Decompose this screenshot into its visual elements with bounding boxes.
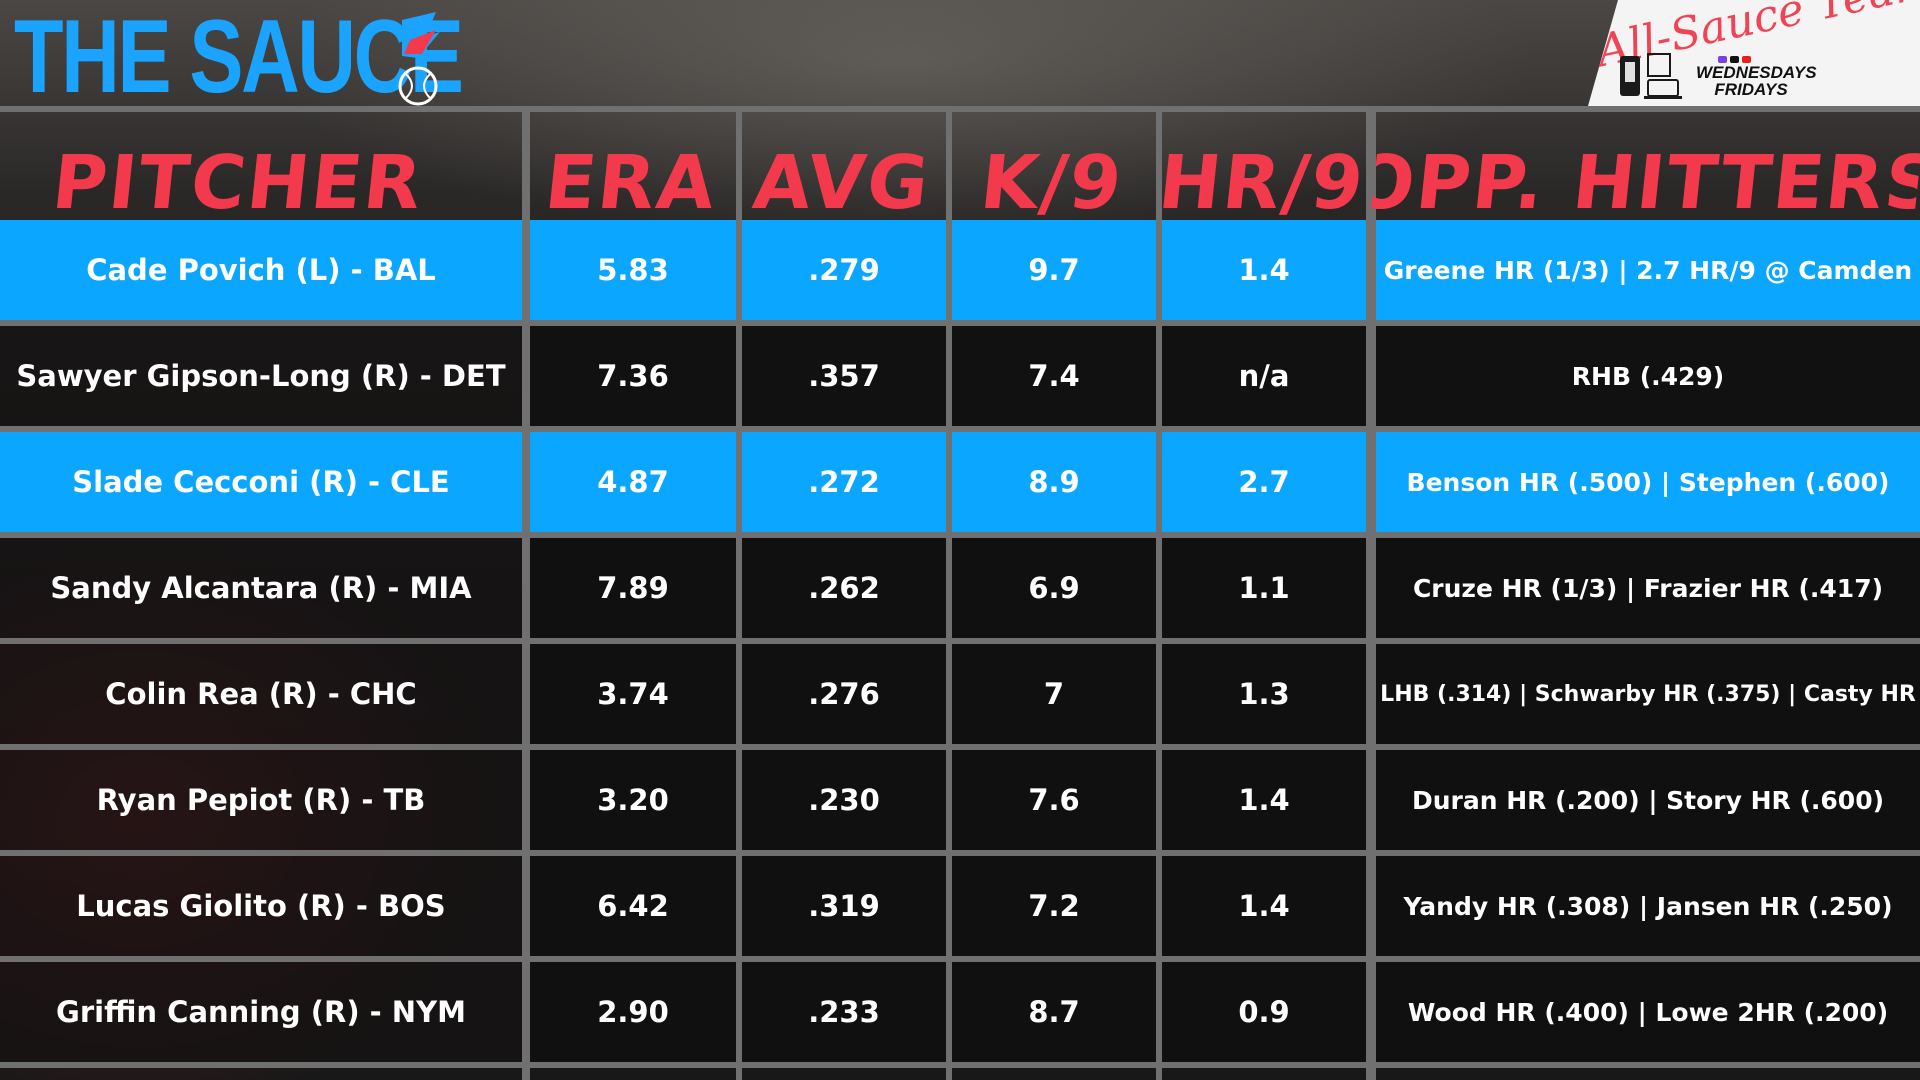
- cell-hr9: 1.4: [1162, 750, 1366, 850]
- header-opp-hitters: OPP. HITTERS: [1370, 140, 1920, 220]
- all-sauce-team-badge: All-Sauce Team WEDNESDAYS FRIDAYS: [1588, 0, 1920, 106]
- cell-era: 5.83: [530, 220, 736, 320]
- cell-k9: 6.9: [952, 538, 1156, 638]
- cell-opp: Duran HR (.200) | Story HR (.600): [1376, 750, 1920, 850]
- cell-pitcher: Ryan Pepiot (R) - TB: [0, 750, 522, 850]
- row-divider: [0, 532, 1920, 538]
- column-divider: [1366, 106, 1376, 1080]
- youtube-icon: [1742, 56, 1751, 63]
- baseball-icon: [398, 12, 440, 106]
- header-k9: K/9: [976, 140, 1128, 220]
- cell-avg: .262: [742, 538, 946, 638]
- header-era: ERA: [540, 140, 721, 220]
- brand-logo: THE SAUCE: [14, 4, 514, 110]
- cell-hr9: 0.9: [1162, 962, 1366, 1062]
- cell-opp: Greene HR (1/3) | 2.7 HR/9 @ Camden: [1376, 220, 1920, 320]
- cell-hr9: 1.4: [1162, 220, 1366, 320]
- cell-k9: 7.6: [952, 750, 1156, 850]
- cell-k9: 8.7: [952, 962, 1156, 1062]
- cell-k9: 9.7: [952, 220, 1156, 320]
- cell-era: 4.87: [530, 432, 736, 532]
- top-border: [0, 106, 1920, 112]
- column-divider: [1156, 106, 1162, 1080]
- cell-era: 6.42: [530, 856, 736, 956]
- cell-k9: 7.2: [952, 856, 1156, 956]
- table-row: Cade Povich (L) - BAL 5.83.279 9.7 1.4 Green…: [0, 220, 1920, 320]
- header-hr9: HR/9: [1156, 140, 1370, 220]
- cell-opp: Wood HR (.400) | Lowe 2HR (.200): [1376, 962, 1920, 1062]
- cell-avg: .279: [742, 220, 946, 320]
- cell-avg: .319: [742, 856, 946, 956]
- cell-era: 7.36: [530, 326, 736, 426]
- table-row: Ryan Pepiot (R) - TB 3.20.230 7.6 1.4 Duran …: [0, 750, 1920, 850]
- cell-hr9: n/a: [1162, 326, 1366, 426]
- cell-era: 3.20: [530, 750, 736, 850]
- cell-avg: .357: [742, 326, 946, 426]
- cell-pitcher: Lucas Giolito (R) - BOS: [0, 856, 522, 956]
- cell-avg: .276: [742, 644, 946, 744]
- table-row: Lucas Giolito (R) - BOS 6.42.319 7.2 1.4 Yan…: [0, 856, 1920, 956]
- row-divider: [0, 320, 1920, 326]
- row-divider: [0, 850, 1920, 856]
- row-divider: [0, 1062, 1920, 1068]
- row-divider: [0, 744, 1920, 750]
- cell-avg: .272: [742, 432, 946, 532]
- cell-era: 3.74: [530, 644, 736, 744]
- row-divider: [0, 638, 1920, 644]
- pitcher-table: PITCHER ERA AVG K/9 HR/9 OPP. HITTERS Ca…: [0, 106, 1920, 1080]
- cell-hr9: 1.1: [1162, 538, 1366, 638]
- table-row: Sandy Alcantara (R) - MIA 7.89.262 6.9 1.1 C…: [0, 538, 1920, 638]
- column-divider: [946, 106, 952, 1080]
- cell-pitcher: Sawyer Gipson-Long (R) - DET: [0, 326, 522, 426]
- cell-pitcher: Colin Rea (R) - CHC: [0, 644, 522, 744]
- badge-schedule: WEDNESDAYS FRIDAYS: [1696, 63, 1817, 99]
- cell-pitcher: Cade Povich (L) - BAL: [0, 220, 522, 320]
- cell-k9: 7.4: [952, 326, 1156, 426]
- platform-icons: [1620, 53, 1682, 99]
- table-header: PITCHER ERA AVG K/9 HR/9 OPP. HITTERS: [0, 106, 1920, 220]
- table-row: Colin Rea (R) - CHC 3.74.276 7 1.3 LHB (.314…: [0, 644, 1920, 744]
- cell-pitcher: Sandy Alcantara (R) - MIA: [0, 538, 522, 638]
- cell-opp: Cruze HR (1/3) | Frazier HR (.417): [1376, 538, 1920, 638]
- cell-hr9: 2.7: [1162, 432, 1366, 532]
- twitch-icon: [1718, 56, 1727, 63]
- social-icons: [1718, 56, 1751, 63]
- column-divider: [522, 106, 530, 1080]
- brand-title: THE SAUCE: [14, 0, 464, 115]
- cell-k9: 7: [952, 644, 1156, 744]
- x-icon: [1730, 56, 1739, 63]
- row-divider: [0, 956, 1920, 962]
- cell-hr9: 1.3: [1162, 644, 1366, 744]
- cell-opp: Yandy HR (.308) | Jansen HR (.250): [1376, 856, 1920, 956]
- cell-hr9: 1.4: [1162, 856, 1366, 956]
- cell-era: 2.90: [530, 962, 736, 1062]
- cell-opp: LHB (.314) | Schwarby HR (.375) | Casty …: [1376, 644, 1920, 744]
- cell-avg: .233: [742, 962, 946, 1062]
- cell-avg: .230: [742, 750, 946, 850]
- table-row: Sawyer Gipson-Long (R) - DET 7.36.357 7.4 n…: [0, 326, 1920, 426]
- cell-pitcher: Griffin Canning (R) - NYM: [0, 962, 522, 1062]
- table-row: Griffin Canning (R) - NYM 2.90.233 8.7 0.9 W…: [0, 962, 1920, 1062]
- cell-opp: RHB (.429): [1376, 326, 1920, 426]
- row-divider: [0, 426, 1920, 432]
- cell-k9: 8.9: [952, 432, 1156, 532]
- table-row: Slade Cecconi (R) - CLE 4.87.272 8.9 2.7 Ben…: [0, 432, 1920, 532]
- column-divider: [736, 106, 742, 1080]
- header-pitcher: PITCHER: [48, 140, 428, 220]
- cell-era: 7.89: [530, 538, 736, 638]
- cell-pitcher: Slade Cecconi (R) - CLE: [0, 432, 522, 532]
- cell-opp: Benson HR (.500) | Stephen (.600): [1376, 432, 1920, 532]
- header-avg: AVG: [749, 140, 935, 220]
